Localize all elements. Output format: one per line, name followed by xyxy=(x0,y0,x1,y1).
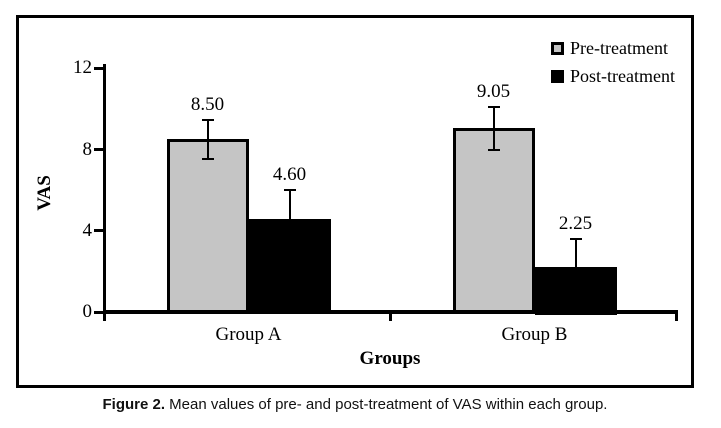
x-tick-mark xyxy=(675,314,678,321)
error-bar-cap xyxy=(283,189,296,191)
bar-pre-treatment-group-a xyxy=(166,139,249,314)
x-axis-title: Groups xyxy=(359,348,421,369)
bar-pre-treatment-group-b xyxy=(452,128,535,314)
y-tick-mark xyxy=(94,148,103,151)
bar-post-treatment-group-a xyxy=(248,218,331,314)
error-bar-cap xyxy=(569,238,582,240)
error-bar-cap xyxy=(201,119,214,121)
bar-value-label: 4.60 xyxy=(272,164,307,185)
figure-caption: Figure 2. Mean values of pre- and post-t… xyxy=(16,396,694,413)
x-category-label-group-b: Group B xyxy=(501,324,568,345)
error-bar-cap xyxy=(487,105,500,108)
chart-frame xyxy=(16,15,694,388)
error-bar-cap xyxy=(487,148,500,151)
x-tick-mark xyxy=(389,314,392,321)
bar-post-treatment-group-b xyxy=(534,266,617,315)
legend-label-pre-treatment: Pre-treatment xyxy=(570,38,668,58)
y-tick-mark xyxy=(94,310,103,314)
bar-value-label: 9.05 xyxy=(476,80,511,102)
y-axis-line xyxy=(103,64,106,314)
bar-value-label: 2.25 xyxy=(558,213,593,234)
y-tick-mark xyxy=(94,229,103,232)
y-tick-label: 12 xyxy=(73,57,92,78)
error-bar-line xyxy=(288,190,291,219)
figure-caption-label: Figure 2. xyxy=(102,396,166,413)
figure-caption-text: Mean values of pre- and post-treatment o… xyxy=(165,396,608,413)
bar-value-label: 8.50 xyxy=(190,94,225,115)
y-tick-label: 4 xyxy=(82,219,93,241)
legend-label-post-treatment: Post-treatment xyxy=(570,66,675,86)
y-tick-label: 8 xyxy=(82,138,93,160)
legend: Pre-treatment Post-treatment xyxy=(551,37,675,93)
y-tick-label: 0 xyxy=(82,301,93,322)
error-bar-line xyxy=(492,106,495,149)
post-treatment-swatch-icon xyxy=(551,69,564,83)
x-category-label-group-a: Group A xyxy=(215,324,282,345)
error-bar-cap xyxy=(201,157,214,160)
legend-item-post-treatment: Post-treatment xyxy=(551,65,675,87)
y-tick-mark xyxy=(94,66,103,70)
y-axis-title: VAS xyxy=(34,175,55,211)
x-axis-line xyxy=(103,310,678,314)
pre-treatment-swatch-icon xyxy=(551,41,564,55)
x-tick-mark xyxy=(103,314,106,321)
error-bar-line xyxy=(206,120,209,159)
error-bar-line xyxy=(574,239,577,267)
legend-item-pre-treatment: Pre-treatment xyxy=(551,37,675,59)
